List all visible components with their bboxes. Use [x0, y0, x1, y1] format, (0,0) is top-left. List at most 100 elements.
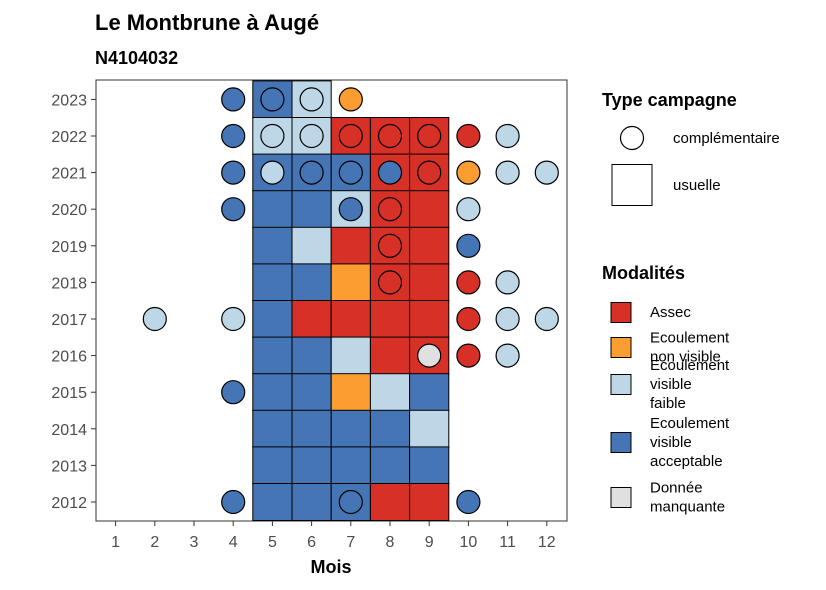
tile-2016-5: [252, 336, 293, 375]
point-2023-6: [299, 87, 324, 112]
legend-type-key-complementaire: [619, 125, 645, 151]
tile-2013-6: [291, 446, 332, 485]
x-tick-label-11: 11: [499, 534, 516, 551]
legend-modalite-label-donnee-manquante: Donnée manquante: [650, 480, 725, 516]
tile-2012-6: [291, 483, 332, 521]
legend-type-campagne: Type campagne complémentaire usuelle: [602, 90, 780, 206]
tile-2019-5: [252, 226, 293, 265]
x-tick-label-5: 5: [268, 534, 277, 551]
legend-type-label-complementaire: complémentaire: [673, 130, 780, 147]
point-2021-12: [534, 160, 559, 185]
tile-2015-7: [330, 373, 371, 412]
tile-2018-6: [291, 263, 332, 302]
tile-2014-6: [291, 409, 332, 448]
legend-type-title: Type campagne: [602, 90, 737, 110]
y-tick-label-2022: 2022: [51, 129, 87, 146]
tile-2022-9: [409, 117, 450, 155]
tile-2017-5: [252, 300, 293, 338]
x-tick-label-2: 2: [150, 534, 159, 551]
tile-2013-9: [409, 446, 450, 485]
legend-type-key-usuelle: [611, 164, 653, 206]
y-tick-label-2021: 2021: [51, 166, 87, 183]
tile-2015-8: [369, 373, 411, 412]
point-2021-5: [260, 160, 285, 185]
tile-2019-7: [330, 226, 371, 265]
tile-2014-8: [369, 409, 411, 448]
point-2018-10: [456, 270, 481, 295]
legend-modalite-key-ecoulement-visible-acceptable: [610, 432, 632, 453]
x-tick-label-10: 10: [460, 534, 478, 551]
point-2021-6: [299, 160, 324, 185]
point-2023-7: [338, 87, 363, 112]
tile-2012-9: [409, 483, 450, 521]
legend-modalite-label-ecoulement-visible-faible: Ecoulement visible faible: [650, 357, 730, 412]
point-2020-7: [338, 197, 363, 222]
point-2020-8: [377, 197, 403, 222]
point-2019-10: [456, 233, 481, 258]
point-2022-8: [377, 123, 403, 149]
tile-2015-6: [291, 373, 332, 412]
x-tick-label-3: 3: [190, 534, 199, 551]
tile-2017-9: [409, 300, 450, 338]
legend-modalite-label-ecoulement-visible-acceptable: Ecoulement visible acceptable: [650, 415, 730, 470]
point-2020-4: [221, 197, 246, 222]
point-2021-4: [221, 160, 246, 185]
point-2021-11: [495, 160, 520, 185]
y-tick-label-2014: 2014: [51, 422, 87, 439]
legend-modalite-key-ecoulement-visible-faible: [610, 374, 632, 395]
point-2016-9: [417, 343, 442, 368]
point-2021-8: [377, 160, 403, 185]
y-tick-label-2013: 2013: [51, 458, 87, 475]
point-2012-4: [221, 489, 246, 515]
point-2022-10: [456, 123, 481, 149]
y-tick-label-2020: 2020: [51, 202, 87, 219]
point-2022-11: [495, 123, 520, 149]
x-axis-title: Mois: [310, 557, 351, 577]
y-tick-label-2015: 2015: [51, 385, 87, 402]
point-2016-10: [456, 343, 481, 368]
x-tick-label-7: 7: [346, 534, 355, 551]
point-2019-8: [377, 233, 403, 258]
tile-2020-6: [291, 190, 332, 229]
point-2017-4: [221, 306, 246, 332]
x-tick-label-1: 1: [111, 534, 120, 551]
tile-2014-7: [330, 409, 371, 448]
tile-2015-9: [409, 373, 450, 412]
tile-2017-7: [330, 300, 371, 338]
x-tick-label-9: 9: [425, 534, 434, 551]
point-2022-9: [417, 123, 442, 149]
legend-modalite-key-ecoulement-non-visible: [610, 337, 632, 358]
tile-2015-5: [252, 373, 293, 412]
tile-2019-6: [291, 226, 332, 265]
tile-2013-5: [252, 446, 293, 485]
tile-2014-5: [252, 409, 293, 448]
point-2017-10: [456, 306, 481, 332]
point-2017-11: [495, 306, 520, 332]
y-tick-label-2017: 2017: [51, 312, 87, 329]
x-tick-label-8: 8: [386, 534, 395, 551]
tile-2012-5: [252, 483, 293, 521]
tile-2014-9: [409, 409, 450, 448]
point-2022-5: [260, 123, 285, 149]
x-tick-label-12: 12: [538, 534, 556, 551]
point-2021-7: [338, 160, 363, 185]
y-tick-label-2018: 2018: [51, 275, 87, 292]
point-2022-4: [221, 123, 246, 149]
chart-title: Le Montbrune à Augé: [95, 10, 319, 35]
y-tick-label-2019: 2019: [51, 239, 87, 256]
tile-2019-8: [369, 226, 411, 265]
legend-modalite-label-assec: Assec: [650, 304, 691, 321]
legend-modalites-title: Modalités: [602, 263, 685, 283]
point-2016-11: [495, 343, 520, 368]
tile-2013-7: [330, 446, 371, 485]
tile-2018-5: [252, 263, 293, 302]
point-2022-6: [299, 123, 324, 149]
tile-2016-7: [330, 336, 371, 375]
tile-2018-7: [330, 263, 371, 302]
y-tick-label-2012: 2012: [51, 495, 87, 512]
tile-2017-6: [291, 300, 332, 338]
tile-2012-8: [369, 483, 411, 521]
point-2018-8: [377, 270, 403, 295]
point-2012-7: [338, 489, 363, 515]
point-2012-10: [456, 489, 481, 515]
